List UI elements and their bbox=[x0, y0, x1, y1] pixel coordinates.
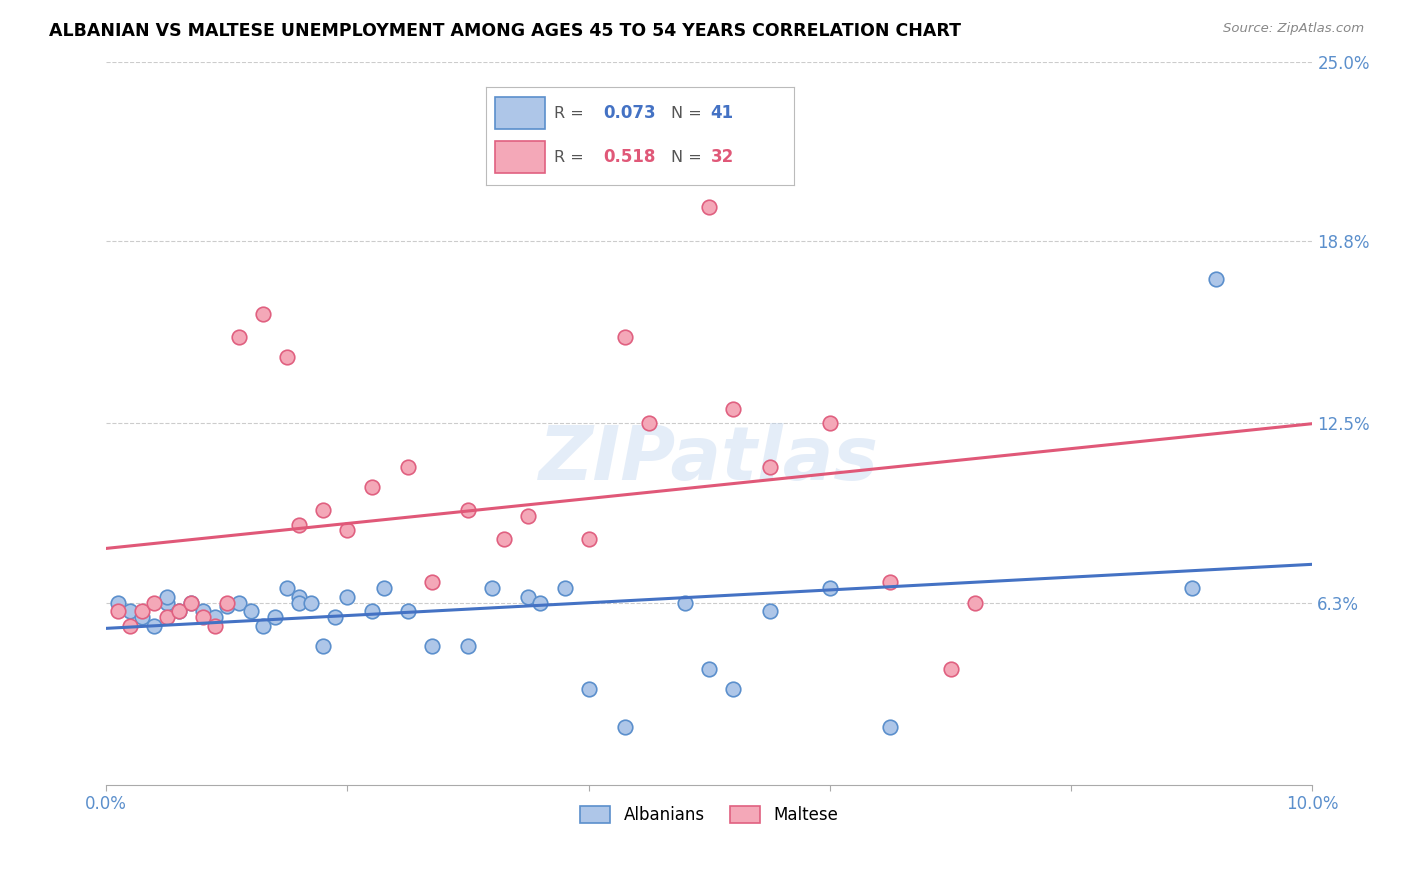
Text: ZIPatlas: ZIPatlas bbox=[540, 423, 879, 496]
Point bbox=[699, 200, 721, 214]
Point bbox=[673, 596, 696, 610]
Point bbox=[131, 604, 153, 618]
Point bbox=[191, 604, 214, 618]
Point bbox=[723, 402, 745, 417]
Point bbox=[758, 459, 780, 474]
Point bbox=[312, 503, 335, 517]
Point bbox=[457, 503, 479, 517]
Point bbox=[336, 524, 359, 538]
Point bbox=[204, 610, 226, 624]
Point bbox=[420, 575, 443, 590]
Text: ALBANIAN VS MALTESE UNEMPLOYMENT AMONG AGES 45 TO 54 YEARS CORRELATION CHART: ALBANIAN VS MALTESE UNEMPLOYMENT AMONG A… bbox=[49, 22, 962, 40]
Point bbox=[252, 307, 274, 321]
Point bbox=[264, 610, 287, 624]
Point bbox=[131, 610, 153, 624]
Point bbox=[276, 581, 298, 595]
Point bbox=[613, 330, 636, 344]
Point bbox=[360, 604, 382, 618]
Point bbox=[879, 720, 901, 734]
Point bbox=[288, 517, 311, 532]
Text: Source: ZipAtlas.com: Source: ZipAtlas.com bbox=[1223, 22, 1364, 36]
Point bbox=[481, 581, 503, 595]
Point bbox=[818, 417, 841, 431]
Point bbox=[167, 604, 190, 618]
Point bbox=[107, 604, 129, 618]
Point bbox=[167, 604, 190, 618]
Point bbox=[1181, 581, 1204, 595]
Point bbox=[288, 596, 311, 610]
Point bbox=[143, 596, 166, 610]
Point bbox=[240, 604, 263, 618]
Point bbox=[578, 532, 600, 546]
Point bbox=[228, 330, 250, 344]
Point bbox=[420, 639, 443, 653]
Point bbox=[939, 662, 962, 676]
Point bbox=[396, 604, 419, 618]
Point bbox=[325, 610, 347, 624]
Point bbox=[143, 619, 166, 633]
Point bbox=[299, 596, 322, 610]
Point bbox=[252, 619, 274, 633]
Point bbox=[723, 682, 745, 697]
Point bbox=[457, 639, 479, 653]
Point bbox=[360, 480, 382, 494]
Point bbox=[312, 639, 335, 653]
Point bbox=[191, 610, 214, 624]
Point bbox=[288, 590, 311, 604]
Point bbox=[963, 596, 986, 610]
Point bbox=[120, 604, 142, 618]
Point bbox=[699, 662, 721, 676]
Point bbox=[638, 417, 661, 431]
Point bbox=[517, 508, 540, 523]
Point bbox=[155, 596, 177, 610]
Point bbox=[554, 581, 576, 595]
Point bbox=[215, 596, 238, 610]
Point bbox=[107, 596, 129, 610]
Point bbox=[578, 682, 600, 697]
Point bbox=[758, 604, 780, 618]
Point bbox=[517, 590, 540, 604]
Point bbox=[879, 575, 901, 590]
Point bbox=[818, 581, 841, 595]
Point bbox=[494, 532, 516, 546]
Point bbox=[1205, 272, 1227, 286]
Point bbox=[120, 619, 142, 633]
Legend: Albanians, Maltese: Albanians, Maltese bbox=[574, 799, 845, 830]
Point bbox=[215, 599, 238, 613]
Point bbox=[396, 459, 419, 474]
Point bbox=[336, 590, 359, 604]
Point bbox=[228, 596, 250, 610]
Point bbox=[155, 610, 177, 624]
Point bbox=[204, 619, 226, 633]
Point bbox=[613, 720, 636, 734]
Point bbox=[180, 596, 202, 610]
Point bbox=[180, 596, 202, 610]
Point bbox=[276, 350, 298, 364]
Point bbox=[373, 581, 395, 595]
Point bbox=[529, 596, 551, 610]
Point bbox=[155, 590, 177, 604]
